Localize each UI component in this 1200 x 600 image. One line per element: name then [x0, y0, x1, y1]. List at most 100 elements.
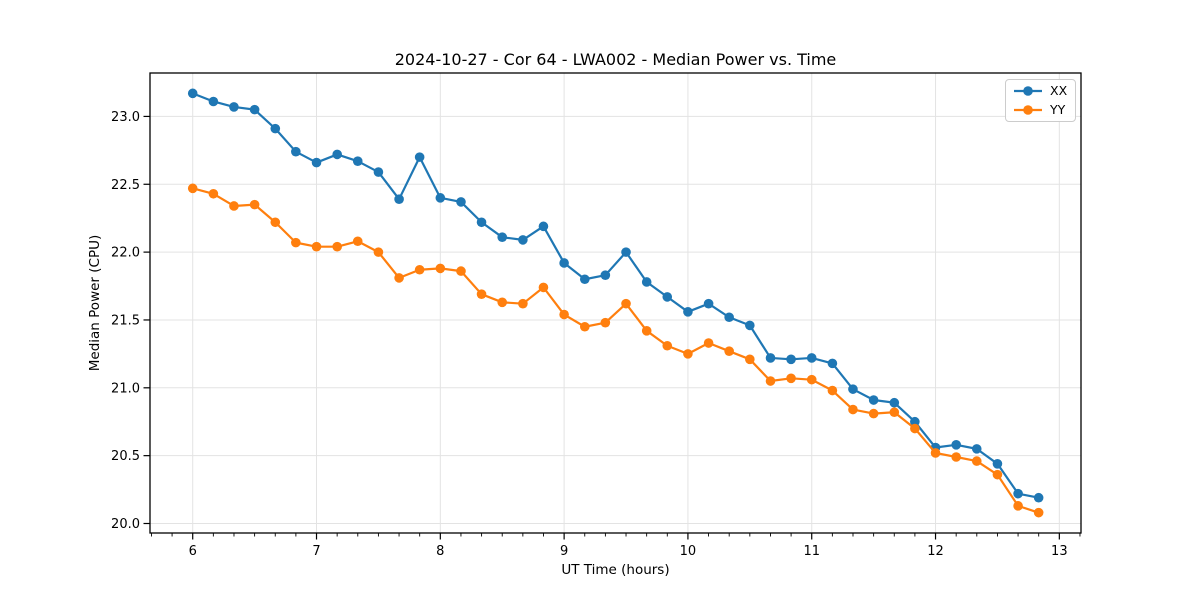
- legend-line-sample-xx: [1014, 86, 1042, 96]
- data-point-yy: [786, 373, 796, 384]
- x-tick-label: 13: [1051, 544, 1068, 559]
- data-point-yy: [229, 201, 239, 211]
- data-point-xx: [435, 193, 446, 203]
- data-point-yy: [352, 236, 363, 247]
- data-point-yy: [497, 297, 508, 308]
- data-point-xx: [1033, 492, 1044, 503]
- data-point-xx: [332, 149, 342, 160]
- series-line-xx: [191, 92, 1040, 499]
- data-point-xx: [352, 156, 363, 167]
- data-point-xx: [291, 146, 301, 157]
- data-point-xx: [848, 384, 858, 394]
- data-point-xx: [579, 274, 590, 285]
- y-tick-label: 20.5: [111, 449, 140, 464]
- data-point-yy: [373, 247, 384, 257]
- data-point-xx: [806, 353, 817, 363]
- data-point-xx: [641, 277, 652, 287]
- data-point-yy: [579, 321, 590, 332]
- legend-label-xx: XX: [1050, 83, 1068, 99]
- data-point-yy: [559, 309, 569, 320]
- data-point-xx: [270, 123, 281, 134]
- axes-spines: [149, 72, 1082, 534]
- x-axis-label: UT Time (hours): [561, 562, 670, 578]
- data-point-yy: [745, 354, 755, 365]
- data-point-yy: [765, 376, 776, 386]
- data-point-yy: [270, 217, 281, 228]
- chart-title: 2024-10-27 - Cor 64 - LWA002 - Median Po…: [394, 50, 837, 69]
- legend-line-sample-yy: [1014, 105, 1042, 115]
- x-tick-label: 11: [803, 544, 820, 559]
- data-point-yy: [435, 263, 446, 274]
- data-point-yy: [683, 349, 693, 359]
- y-tick-label: 21.5: [111, 313, 140, 328]
- data-point-yy: [724, 346, 734, 356]
- data-point-xx: [683, 307, 693, 317]
- legend-label-yy: YY: [1050, 101, 1066, 117]
- data-point-xx: [414, 152, 425, 162]
- x-tick-label: 8: [436, 544, 444, 559]
- x-tick-label: 7: [312, 544, 320, 559]
- data-point-yy: [662, 340, 673, 351]
- data-point-xx: [311, 157, 322, 168]
- data-point-yy: [414, 264, 425, 275]
- x-tick-label: 9: [560, 544, 568, 559]
- data-point-yy: [456, 266, 466, 276]
- data-point-xx: [394, 194, 404, 204]
- data-point-yy: [476, 289, 487, 299]
- data-point-yy: [910, 423, 920, 434]
- data-point-xx: [992, 458, 1003, 469]
- data-point-xx: [249, 104, 260, 115]
- data-point-yy: [951, 452, 962, 462]
- data-point-yy: [291, 237, 301, 248]
- data-point-yy: [889, 407, 900, 418]
- data-point-xx: [456, 197, 466, 207]
- data-point-yy: [703, 338, 714, 348]
- data-point-xx: [951, 439, 962, 450]
- data-point-yy: [538, 282, 549, 293]
- data-point-yy: [187, 183, 198, 194]
- data-point-xx: [229, 102, 239, 112]
- data-point-xx: [889, 397, 900, 408]
- data-point-xx: [703, 298, 714, 309]
- data-point-xx: [187, 88, 198, 99]
- data-point-yy: [621, 298, 631, 309]
- data-point-xx: [971, 444, 982, 454]
- data-point-xx: [373, 167, 384, 177]
- data-point-xx: [559, 258, 569, 268]
- data-point-yy: [311, 241, 322, 252]
- y-tick-label: 21.0: [111, 381, 140, 396]
- data-point-yy: [930, 448, 941, 458]
- y-tick-label: 22.5: [111, 178, 140, 193]
- y-tick-label: 22.0: [111, 246, 140, 261]
- y-tick-label: 23.0: [111, 110, 140, 125]
- x-tick-label: 6: [189, 544, 197, 559]
- data-point-xx: [497, 232, 508, 242]
- data-point-yy: [868, 408, 879, 419]
- data-point-yy: [600, 317, 611, 328]
- series-line-yy: [191, 187, 1040, 514]
- data-point-xx: [724, 312, 734, 323]
- x-tick-label: 10: [680, 544, 697, 559]
- data-point-xx: [745, 320, 755, 331]
- data-point-yy: [249, 199, 260, 210]
- data-point-yy: [394, 273, 404, 283]
- legend-item-xx: XX: [1013, 83, 1075, 100]
- data-point-yy: [992, 469, 1003, 480]
- data-point-yy: [518, 298, 528, 309]
- data-point-xx: [910, 416, 920, 427]
- data-point-xx: [765, 353, 776, 363]
- data-point-yy: [971, 456, 982, 466]
- legend: XX YY: [1005, 79, 1076, 122]
- data-point-xx: [662, 292, 673, 302]
- y-axis-label-text: Median Power (CPU): [87, 234, 103, 372]
- data-point-xx: [786, 354, 796, 365]
- data-point-xx: [538, 221, 549, 232]
- data-point-xx: [600, 270, 611, 280]
- data-point-yy: [848, 404, 858, 415]
- data-point-yy: [208, 188, 219, 199]
- data-point-xx: [208, 96, 219, 107]
- data-point-xx: [1013, 488, 1023, 499]
- data-point-yy: [1013, 501, 1023, 511]
